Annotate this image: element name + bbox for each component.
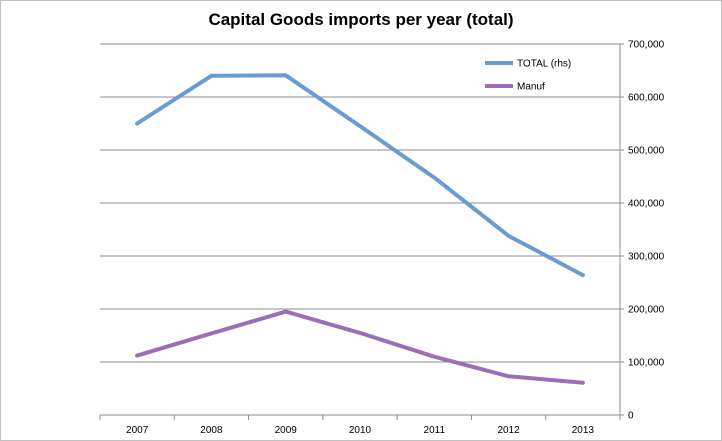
y-tick-labels: 0 100,000 200,000 300,000 400,000 500,000 600,… bbox=[628, 40, 665, 422]
x-tick-label: 2013 bbox=[572, 425, 595, 436]
x-tick-label: 2008 bbox=[200, 425, 223, 436]
x-tick-label: 2010 bbox=[349, 425, 372, 436]
y-tick-label: 600,000 bbox=[628, 93, 665, 104]
x-tick-label: 2012 bbox=[497, 425, 520, 436]
chart-title: Capital Goods imports per year (total) bbox=[208, 10, 514, 29]
series-line bbox=[135, 73, 585, 278]
x-tick-label: 2009 bbox=[275, 425, 298, 436]
y-tick-label: 300,000 bbox=[628, 252, 665, 263]
x-tick-label: 2011 bbox=[424, 425, 446, 436]
y-tick-label: 100,000 bbox=[628, 358, 665, 369]
y-tick-label: 200,000 bbox=[628, 305, 665, 316]
legend: TOTAL (rhs) Manuf bbox=[485, 59, 571, 93]
y-tick-label: 0 bbox=[628, 411, 634, 422]
series-line bbox=[135, 309, 585, 385]
gridlines bbox=[100, 43, 620, 363]
series-lines bbox=[135, 73, 585, 385]
x-tick-labels: 2007 2008 2009 2010 2011 2012 2013 bbox=[126, 425, 594, 436]
axes bbox=[99, 43, 624, 420]
x-tick-label: 2007 bbox=[126, 425, 149, 436]
y-tick-label: 500,000 bbox=[628, 146, 665, 157]
legend-label: TOTAL (rhs) bbox=[517, 59, 571, 70]
y-tick-label: 700,000 bbox=[628, 40, 665, 51]
legend-label: Manuf bbox=[517, 82, 545, 93]
y-tick-label: 400,000 bbox=[628, 199, 665, 210]
